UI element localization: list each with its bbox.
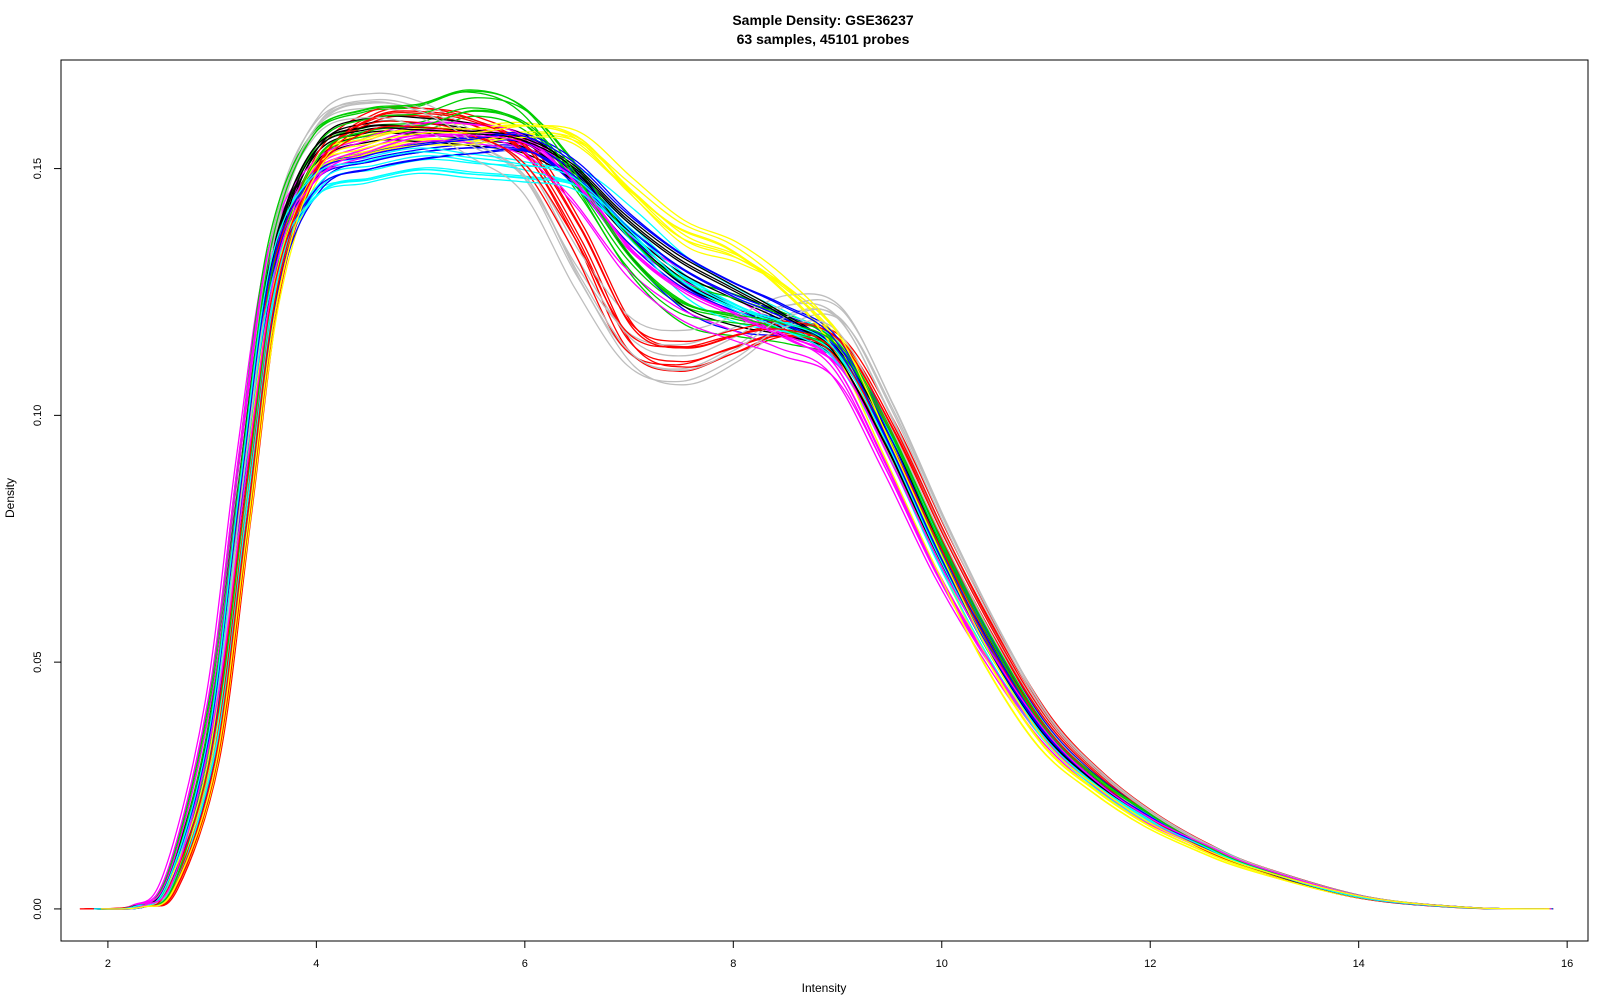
density-curve	[102, 102, 1552, 910]
density-curve	[100, 101, 1550, 910]
density-curve	[100, 125, 1550, 910]
density-curve	[93, 121, 1543, 910]
y-axis-label: Density	[3, 478, 17, 518]
x-axis-label: Intensity	[802, 981, 847, 995]
density-curve	[102, 133, 1552, 910]
density-curve	[92, 124, 1542, 910]
density-curve	[91, 91, 1541, 910]
density-curve	[79, 120, 1540, 910]
density-curve	[102, 98, 1552, 910]
density-curve	[94, 130, 1544, 910]
density-curve	[104, 149, 1553, 910]
density-curve	[93, 135, 1543, 910]
density-curve	[97, 148, 1547, 910]
density-curve	[84, 125, 1544, 910]
density-curve	[95, 140, 1545, 910]
density-curve	[94, 124, 1544, 910]
y-tick-label: 0.15	[32, 158, 44, 179]
chart-title: Sample Density: GSE36237	[732, 12, 914, 28]
density-curve	[104, 158, 1554, 910]
density-curve	[95, 89, 1545, 910]
density-curve	[93, 151, 1543, 910]
density-curve	[93, 139, 1543, 910]
density-curve	[87, 114, 1548, 910]
density-curve	[92, 115, 1552, 910]
density-curve	[95, 116, 1545, 910]
density-curve	[85, 106, 1545, 910]
density-curve	[103, 155, 1553, 910]
density-curve	[102, 133, 1552, 910]
density-curve	[96, 101, 1546, 910]
x-axis: 2 4 6 8 10 12 14 16	[105, 940, 1573, 970]
chart-subtitle: 63 samples, 45101 probes	[737, 31, 910, 47]
y-tick-label: 0.05	[32, 651, 44, 672]
density-curve	[93, 133, 1543, 910]
density-curve	[102, 121, 1552, 910]
density-curve	[94, 144, 1544, 910]
y-tick-label: 0.00	[32, 898, 44, 919]
density-curve	[98, 115, 1548, 910]
density-curve	[89, 111, 1550, 910]
density-curve	[101, 129, 1551, 910]
density-curve	[99, 110, 1549, 910]
density-curve	[96, 132, 1546, 910]
density-curves	[79, 89, 1554, 910]
density-curve	[103, 146, 1553, 910]
density-curve	[95, 172, 1545, 910]
density-curve	[102, 115, 1552, 910]
density-curve	[93, 127, 1543, 910]
density-curve	[92, 110, 1552, 910]
x-tick-label: 4	[313, 958, 319, 970]
density-curve	[90, 131, 1540, 910]
x-tick-label: 14	[1353, 958, 1365, 970]
density-curve	[90, 133, 1540, 910]
x-tick-label: 2	[105, 958, 111, 970]
density-curve	[91, 136, 1541, 910]
density-curve	[97, 131, 1547, 910]
density-curve	[98, 139, 1548, 910]
x-tick-label: 16	[1561, 958, 1573, 970]
density-curve	[99, 132, 1549, 910]
y-tick-label: 0.10	[32, 405, 44, 426]
density-curve	[93, 128, 1543, 910]
x-tick-label: 6	[522, 958, 528, 970]
density-curve	[101, 109, 1551, 910]
density-curve	[101, 124, 1551, 910]
density-curve	[100, 168, 1550, 910]
density-curve	[94, 147, 1544, 910]
density-curve	[101, 92, 1551, 910]
y-axis: 0.00 0.05 0.10 0.15	[32, 158, 62, 920]
density-curve	[102, 134, 1552, 910]
density-curve	[93, 168, 1543, 910]
density-curve	[97, 107, 1547, 910]
density-curve	[99, 97, 1549, 910]
x-tick-label: 10	[936, 958, 948, 970]
density-curve	[94, 106, 1554, 910]
density-curve	[101, 167, 1551, 910]
density-curve	[92, 90, 1542, 910]
density-curve	[91, 124, 1541, 910]
x-tick-label: 12	[1144, 958, 1156, 970]
density-curve	[99, 122, 1549, 910]
density-curve	[95, 107, 1545, 910]
x-tick-label: 8	[730, 958, 736, 970]
density-curve	[99, 120, 1549, 910]
